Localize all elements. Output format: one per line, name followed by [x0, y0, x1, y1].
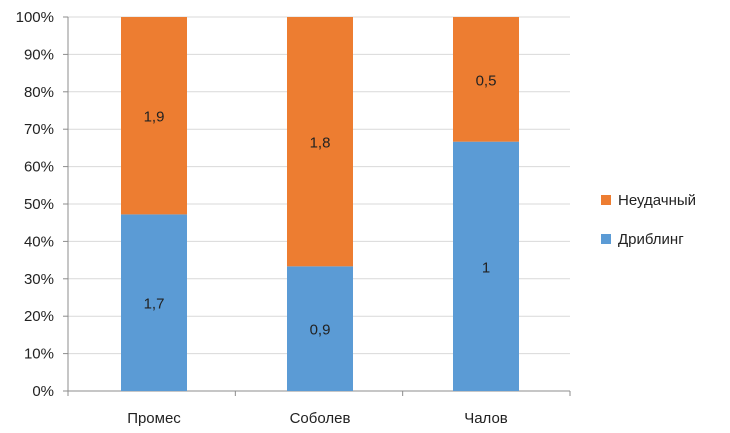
x-category-label: Чалов: [464, 410, 508, 427]
y-tick-label: 90%: [24, 46, 54, 63]
bar-segment-unsuccessful: [287, 17, 353, 267]
data-labels: 1,7 1,9 0,9 1,8 1 0,5: [144, 72, 497, 338]
y-axis-tick-labels: 0% 10% 20% 30% 40% 50% 60% 70% 80% 90% 100%: [16, 9, 54, 400]
y-tick-label: 40%: [24, 233, 54, 250]
data-label: 1,7: [144, 296, 165, 313]
y-tick-label: 70%: [24, 121, 54, 138]
x-category-label: Соболев: [290, 410, 351, 427]
bar-segment-dribbling: [453, 141, 519, 391]
y-tick-label: 0%: [32, 383, 54, 400]
y-tick-label: 10%: [24, 346, 54, 363]
data-label: 0,5: [476, 72, 497, 89]
data-label: 1,8: [310, 135, 331, 152]
legend-label: Дриблинг: [618, 231, 684, 248]
x-axis-category-labels: Промес Соболев Чалов: [127, 410, 508, 427]
y-tick-label: 60%: [24, 159, 54, 176]
legend: Неудачный Дриблинг: [601, 192, 696, 248]
x-category-label: Промес: [127, 410, 181, 427]
bar-segment-unsuccessful: [121, 17, 187, 215]
data-label: 1: [482, 259, 490, 276]
bar-segment-dribbling: [121, 214, 187, 391]
legend-swatch: [601, 234, 611, 244]
bar-segment-dribbling: [287, 266, 353, 391]
data-label: 1,9: [144, 109, 165, 126]
data-label: 0,9: [310, 322, 331, 339]
legend-label: Неудачный: [618, 192, 696, 209]
y-tick-label: 80%: [24, 84, 54, 101]
bar-segment-unsuccessful: [453, 17, 519, 142]
y-tick-label: 50%: [24, 196, 54, 213]
bars: [121, 17, 519, 391]
y-tick-label: 30%: [24, 271, 54, 288]
legend-swatch: [601, 195, 611, 205]
y-tick-label: 100%: [16, 9, 54, 26]
y-tick-label: 20%: [24, 308, 54, 325]
